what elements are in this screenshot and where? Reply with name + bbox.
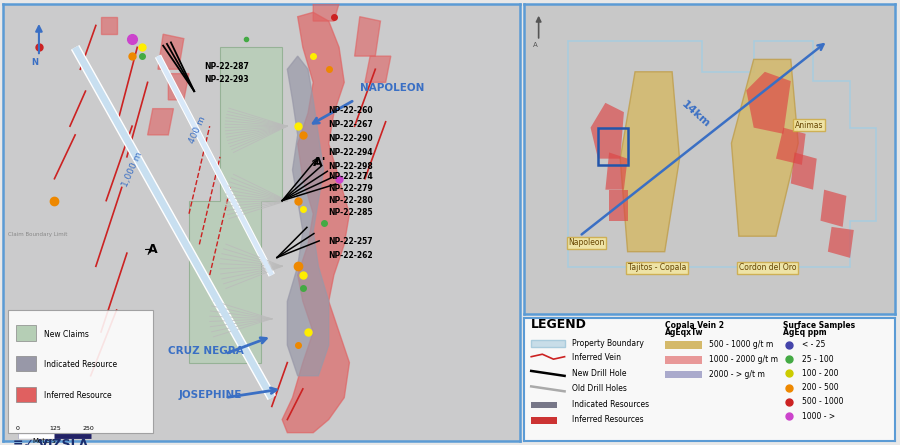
Bar — [665, 371, 702, 378]
Text: ≡✓ VIZSLA: ≡✓ VIZSLA — [13, 438, 88, 445]
Text: 250: 250 — [83, 425, 94, 431]
Polygon shape — [732, 59, 798, 236]
Text: A: A — [148, 243, 157, 256]
Text: Old Drill Holes: Old Drill Holes — [572, 384, 627, 393]
Text: NAPOLEON: NAPOLEON — [360, 83, 424, 93]
Polygon shape — [282, 12, 349, 433]
Bar — [531, 340, 564, 348]
Bar — [598, 128, 627, 165]
Bar — [8, 310, 153, 433]
Polygon shape — [313, 4, 339, 21]
Text: Cordon del Oro: Cordon del Oro — [739, 263, 796, 272]
Text: 500 - 1000 g/t m: 500 - 1000 g/t m — [709, 340, 773, 349]
Polygon shape — [355, 17, 381, 56]
Polygon shape — [168, 73, 189, 100]
Polygon shape — [620, 72, 680, 252]
Polygon shape — [746, 72, 791, 134]
Text: 1000 - >: 1000 - > — [802, 412, 835, 421]
Bar — [665, 356, 702, 364]
Text: Indicated Resource: Indicated Resource — [44, 360, 117, 369]
Polygon shape — [791, 153, 816, 190]
Polygon shape — [590, 103, 624, 159]
Text: N: N — [32, 58, 38, 67]
Text: Surface Samples: Surface Samples — [783, 321, 856, 330]
Text: Claim Boundary Limit: Claim Boundary Limit — [8, 232, 68, 237]
Text: 14km: 14km — [680, 99, 712, 129]
Bar — [531, 417, 557, 424]
Text: NP-22-287: NP-22-287 — [204, 62, 249, 71]
Text: NP-22-257: NP-22-257 — [328, 237, 374, 247]
Text: NP-22-290: NP-22-290 — [328, 134, 374, 143]
Polygon shape — [828, 227, 854, 258]
Text: AgEqxTw: AgEqxTw — [665, 328, 703, 337]
Text: 200 - 500: 200 - 500 — [802, 383, 839, 392]
Text: 1000 - 2000 g/t m: 1000 - 2000 g/t m — [709, 355, 778, 364]
Polygon shape — [158, 34, 184, 69]
Text: 100 - 200: 100 - 200 — [802, 369, 839, 378]
Text: Inferred Vein: Inferred Vein — [572, 353, 621, 362]
Text: A: A — [533, 42, 538, 48]
Text: Tajitos - Copala: Tajitos - Copala — [627, 263, 686, 272]
Text: 25 - 100: 25 - 100 — [802, 355, 833, 364]
Text: 0: 0 — [15, 425, 20, 431]
Text: Animas: Animas — [795, 121, 823, 129]
Polygon shape — [148, 109, 174, 135]
Text: 125: 125 — [50, 425, 61, 431]
Text: Napoleon: Napoleon — [568, 239, 605, 247]
Polygon shape — [287, 56, 328, 376]
Text: Copala Vein 2: Copala Vein 2 — [665, 321, 724, 330]
Polygon shape — [776, 128, 806, 165]
Text: LEGEND: LEGEND — [531, 318, 587, 331]
Text: Property Boundary: Property Boundary — [572, 339, 644, 348]
Text: 1,000 m: 1,000 m — [121, 150, 144, 188]
Text: NP-22-267: NP-22-267 — [328, 120, 374, 129]
Text: Meters: Meters — [32, 438, 56, 444]
Text: NP-22-293: NP-22-293 — [204, 75, 249, 85]
Polygon shape — [101, 17, 116, 34]
Bar — [15, 356, 36, 372]
Text: A': A' — [313, 156, 327, 169]
Text: JOSEPHINE: JOSEPHINE — [178, 390, 242, 400]
Text: 2000 - > g/t m: 2000 - > g/t m — [709, 370, 765, 379]
Bar — [665, 341, 702, 349]
Text: AgEq ppm: AgEq ppm — [783, 328, 827, 337]
Text: NP-22-274: NP-22-274 — [328, 172, 374, 181]
Text: NP-22-279: NP-22-279 — [328, 184, 374, 193]
Text: CRUZ NEGRA: CRUZ NEGRA — [168, 346, 244, 356]
Text: NP-22-280: NP-22-280 — [328, 196, 374, 205]
Polygon shape — [364, 56, 391, 82]
Text: Inferred Resource: Inferred Resource — [44, 391, 112, 400]
Bar — [15, 387, 36, 402]
Text: NP-22-260: NP-22-260 — [328, 106, 374, 115]
Text: New Drill Hole: New Drill Hole — [572, 369, 626, 378]
Polygon shape — [609, 190, 627, 221]
Bar — [531, 402, 557, 408]
Polygon shape — [606, 153, 627, 190]
Text: NP-22-294: NP-22-294 — [328, 148, 374, 157]
Text: < - 25: < - 25 — [802, 340, 825, 349]
Text: 400 m: 400 m — [188, 114, 208, 145]
Text: Inferred Resources: Inferred Resources — [572, 415, 644, 424]
Text: NP-22-262: NP-22-262 — [328, 251, 374, 259]
Text: New Claims: New Claims — [44, 330, 89, 339]
Polygon shape — [821, 190, 846, 227]
Polygon shape — [189, 47, 282, 363]
Bar — [15, 325, 36, 341]
Text: NP-22-298: NP-22-298 — [328, 162, 374, 171]
Text: 500 - 1000: 500 - 1000 — [802, 397, 843, 406]
Text: NP-22-285: NP-22-285 — [328, 209, 374, 218]
Text: Indicated Resources: Indicated Resources — [572, 400, 649, 409]
